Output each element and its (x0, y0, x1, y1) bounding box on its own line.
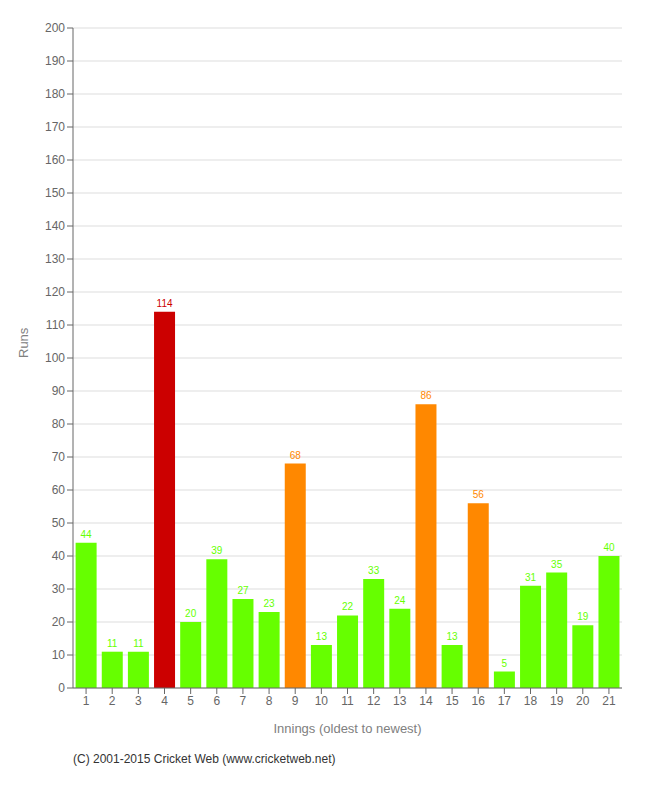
svg-text:20: 20 (576, 694, 590, 708)
svg-text:0: 0 (58, 681, 65, 695)
svg-text:2: 2 (109, 694, 116, 708)
svg-text:120: 120 (45, 285, 65, 299)
svg-text:39: 39 (211, 545, 223, 556)
svg-text:19: 19 (577, 611, 589, 622)
svg-text:56: 56 (473, 489, 485, 500)
svg-text:90: 90 (52, 384, 66, 398)
svg-text:70: 70 (52, 450, 66, 464)
svg-text:8: 8 (266, 694, 273, 708)
svg-text:31: 31 (525, 572, 537, 583)
svg-text:100: 100 (45, 351, 65, 365)
svg-text:19: 19 (550, 694, 564, 708)
svg-text:4: 4 (161, 694, 168, 708)
svg-text:130: 130 (45, 252, 65, 266)
svg-text:14: 14 (419, 694, 433, 708)
svg-text:18: 18 (524, 694, 538, 708)
svg-text:114: 114 (157, 298, 173, 309)
svg-text:11: 11 (341, 694, 354, 708)
svg-text:7: 7 (240, 694, 247, 708)
svg-text:13: 13 (447, 631, 459, 642)
svg-text:150: 150 (45, 186, 65, 200)
svg-text:180: 180 (45, 87, 65, 101)
svg-text:Runs: Runs (16, 327, 31, 358)
svg-text:20: 20 (185, 608, 197, 619)
svg-text:12: 12 (367, 694, 381, 708)
svg-text:13: 13 (316, 631, 328, 642)
html-text:(C) 2001-2015 Cricket Web (www: (C) 2001-2015 Cricket Web (www.cricketwe… (73, 752, 336, 766)
svg-text:16: 16 (472, 694, 486, 708)
svg-text:22: 22 (342, 601, 354, 612)
svg-text:140: 140 (45, 219, 65, 233)
svg-text:35: 35 (551, 559, 563, 570)
svg-text:50: 50 (52, 516, 66, 530)
svg-text:17: 17 (498, 694, 512, 708)
svg-text:60: 60 (52, 483, 66, 497)
svg-text:3: 3 (135, 694, 142, 708)
svg-text:190: 190 (45, 54, 65, 68)
svg-text:21: 21 (602, 694, 616, 708)
svg-text:11: 11 (107, 638, 118, 649)
svg-text:110: 110 (46, 318, 65, 332)
svg-text:30: 30 (52, 582, 66, 596)
svg-text:33: 33 (368, 565, 380, 576)
svg-text:24: 24 (394, 595, 406, 606)
svg-text:5: 5 (187, 694, 194, 708)
svg-text:10: 10 (52, 648, 66, 662)
svg-text:9: 9 (292, 694, 299, 708)
svg-text:27: 27 (237, 585, 249, 596)
svg-text:Innings (oldest to newest): Innings (oldest to newest) (273, 721, 421, 736)
svg-text:1: 1 (83, 694, 90, 708)
svg-text:44: 44 (81, 529, 93, 540)
svg-text:40: 40 (52, 549, 66, 563)
svg-text:10: 10 (315, 694, 329, 708)
svg-text:170: 170 (45, 120, 65, 134)
svg-text:6: 6 (213, 694, 220, 708)
svg-text:86: 86 (420, 390, 432, 401)
svg-text:11: 11 (133, 638, 144, 649)
svg-text:23: 23 (264, 598, 276, 609)
svg-text:20: 20 (52, 615, 66, 629)
svg-text:5: 5 (502, 658, 508, 669)
svg-text:40: 40 (603, 542, 615, 553)
svg-text:80: 80 (52, 417, 66, 431)
svg-text:200: 200 (45, 21, 65, 35)
svg-text:68: 68 (290, 450, 302, 461)
svg-text:13: 13 (393, 694, 407, 708)
svg-text:15: 15 (445, 694, 459, 708)
svg-text:160: 160 (45, 153, 65, 167)
